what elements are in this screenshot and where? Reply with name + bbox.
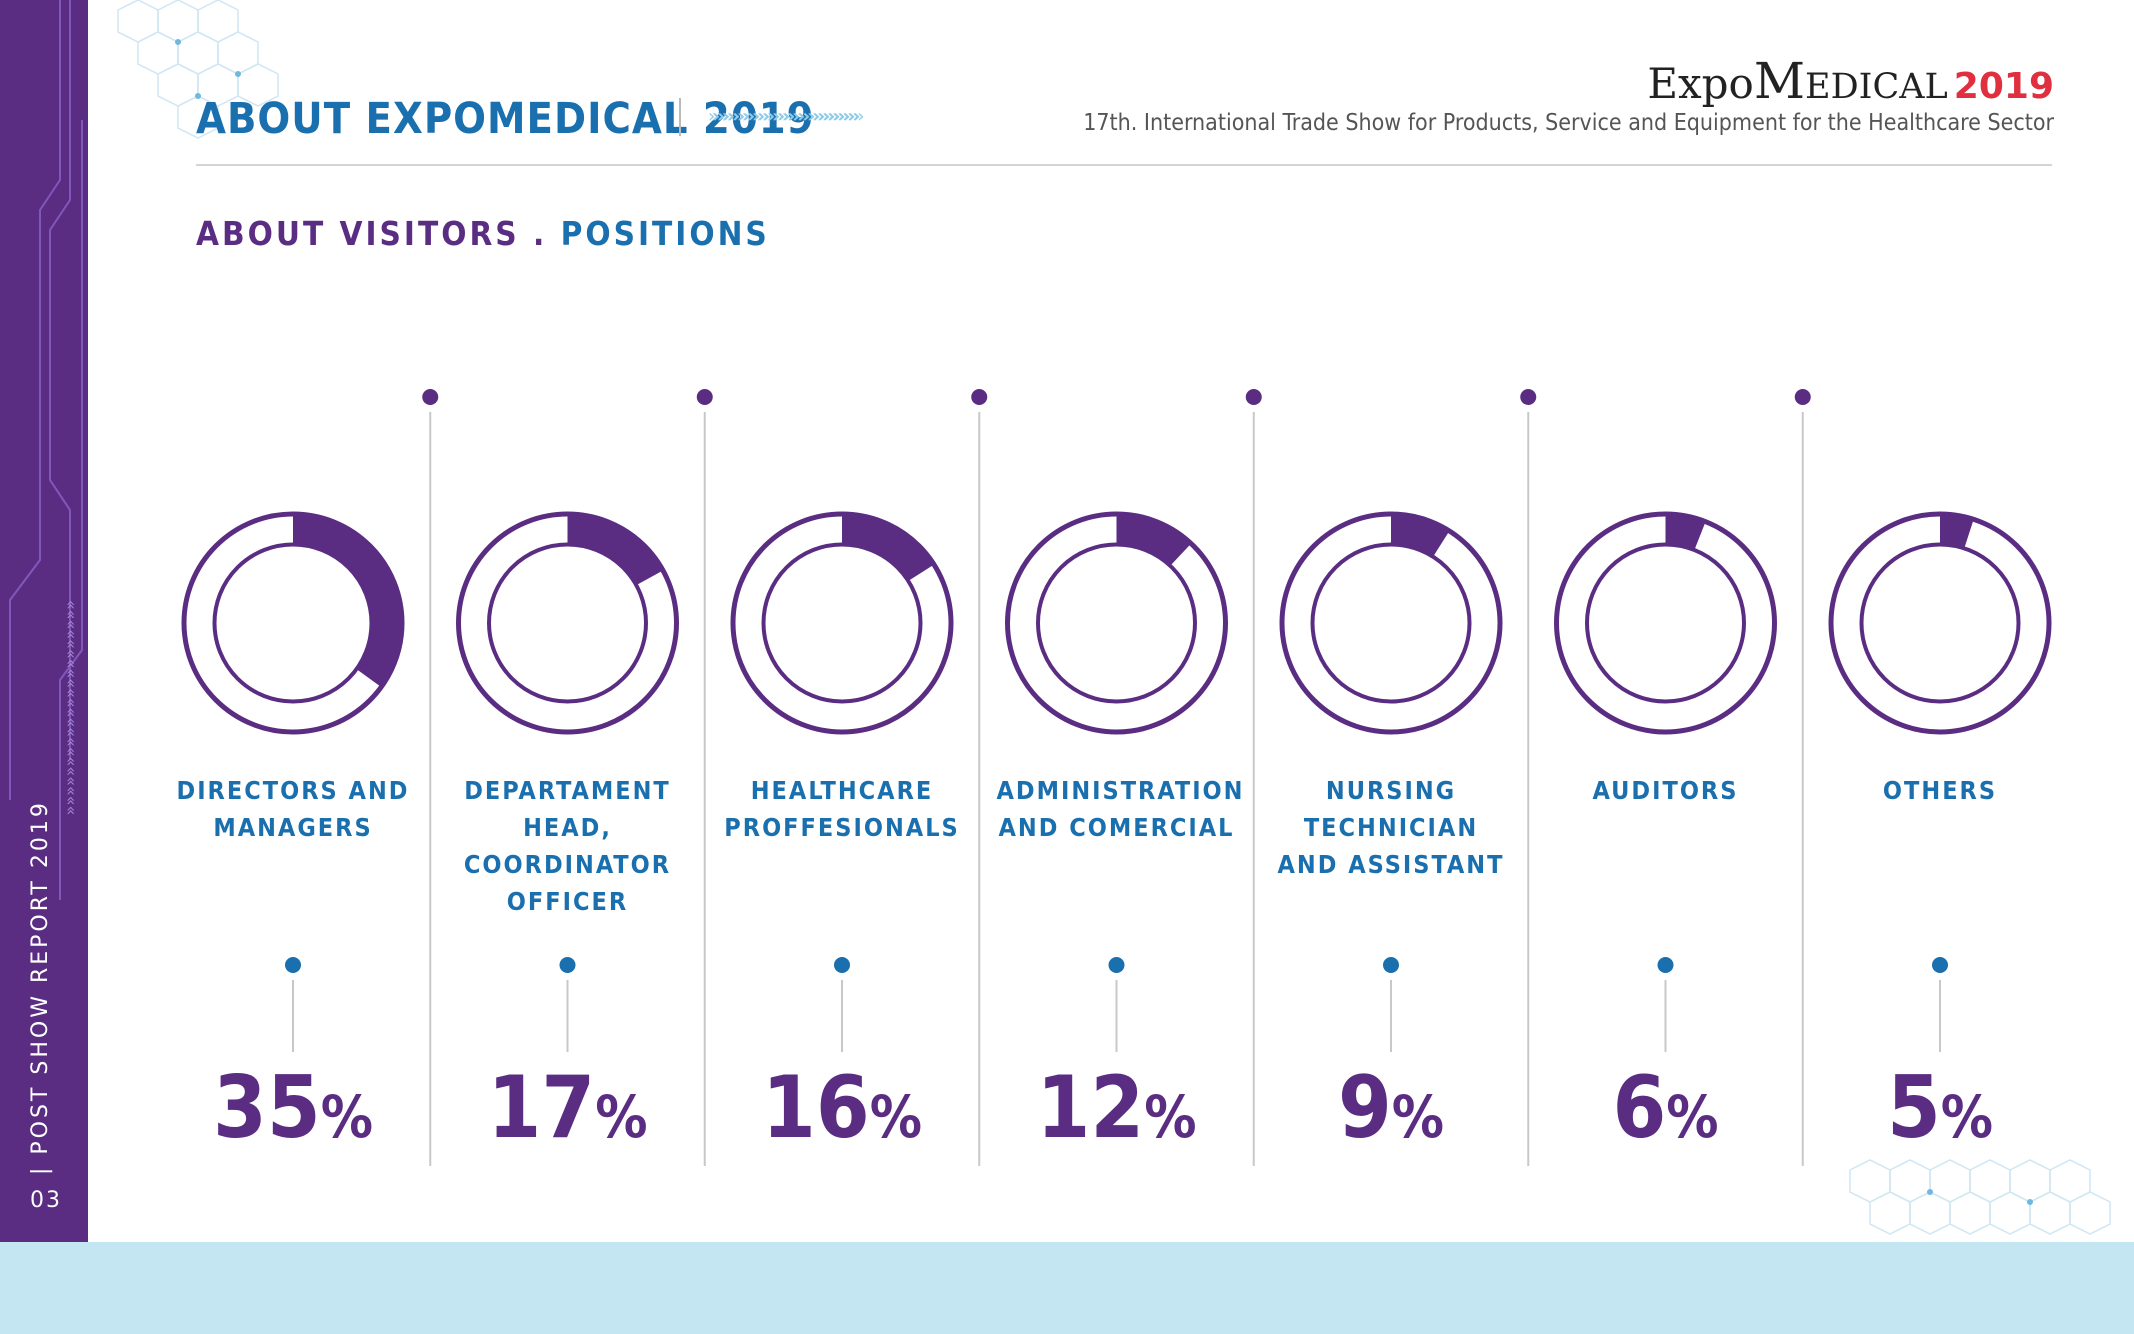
category-label: OTHERS: [1882, 776, 1998, 805]
donut-outer-ring: [1279, 511, 1503, 735]
category-label: AUDITORS: [1592, 776, 1739, 805]
category-label: DIRECTORS AND MANAGERS: [176, 776, 410, 842]
donut-inner-ring: [761, 542, 923, 704]
value-label: 12%: [1007, 1058, 1227, 1158]
value-label: 6%: [1556, 1058, 1776, 1158]
divider-dot: [1245, 389, 1262, 405]
donut-inner-ring: [1585, 542, 1746, 704]
percent-sign: %: [1144, 1083, 1197, 1151]
donut-inner-ring: [1859, 542, 2021, 704]
percent-sign: %: [1940, 1083, 1994, 1151]
positions-chart: [181, 389, 2052, 1166]
divider-dot: [971, 389, 988, 405]
chevron-strip-icon: ««««««««««««««««««««««: [62, 600, 81, 815]
connector-dot: [1108, 957, 1125, 973]
donut-outer-ring: [1828, 511, 2052, 735]
donut-outer-ring: [1554, 511, 1777, 735]
percent-sign: %: [595, 1083, 648, 1151]
value-number: 9: [1337, 1058, 1392, 1158]
connector-dot: [1383, 957, 1399, 973]
logo-expo: Expo: [1647, 59, 1754, 108]
page-number: 03: [30, 1188, 62, 1213]
value-number: 12: [1036, 1058, 1145, 1158]
percent-sign: %: [320, 1083, 373, 1151]
value-label: 9%: [1281, 1058, 1501, 1158]
category-label: ADMINISTRATION AND COMERCIAL: [996, 776, 1245, 842]
value-number: 35: [213, 1058, 321, 1158]
value-number: 16: [762, 1058, 870, 1158]
donut-segment: [1939, 512, 1975, 550]
svg-text:««««««««««««««««««««««: ««««««««««««««««««««««: [62, 600, 81, 815]
divider-dot: [696, 389, 713, 405]
percent-sign: %: [1391, 1083, 1445, 1151]
divider-dot: [422, 389, 439, 405]
chevron-arrows-icon: »»»»»»»»»»»»»»»»»»»»»»»»»»»»»»: [708, 106, 864, 127]
sidebar: «««««««««««««««««««««« | POST SHOW REPOR…: [0, 0, 88, 1242]
value-label: 5%: [1830, 1058, 2050, 1158]
value-number: 6: [1612, 1058, 1667, 1158]
header-rule: [196, 164, 2052, 166]
donut-segment: [292, 512, 404, 689]
donut-segment: [1115, 512, 1193, 568]
header-divider: [679, 98, 681, 136]
divider-dot: [1794, 389, 1811, 405]
divider-dot: [1520, 389, 1537, 405]
category-label: HEALTHCARE PROFFESIONALS: [724, 776, 960, 842]
category-label: NURSING TECHNICIAN AND ASSISTANT: [1277, 776, 1505, 879]
section-title: ABOUT VISITORS . POSITIONS: [196, 214, 770, 253]
hexagon-pattern-bottom: [1849, 1159, 2111, 1235]
connector-dot: [1657, 957, 1674, 973]
donut-segment: [566, 512, 665, 587]
circuit-decoration: ««««««««««««««««««««««: [9, 0, 83, 900]
donut-segment: [1390, 512, 1451, 559]
percent-sign: %: [1666, 1083, 1719, 1151]
hexagon-pattern-top: [117, 0, 279, 139]
donut-outer-ring: [1005, 511, 1228, 735]
category-label: DEPARTAMENT HEAD, COORDINATOR OFFICER: [463, 776, 672, 916]
value-label: 17%: [458, 1058, 678, 1158]
section-title-part2: POSITIONS: [560, 214, 770, 253]
donut-segment: [1664, 512, 1707, 552]
bottom-band: [0, 1242, 2134, 1334]
logo-medical: Medical: [1753, 52, 1948, 110]
expomedical-logo: ExpoMedical 2019: [1647, 52, 2054, 110]
value-number: 17: [487, 1058, 596, 1158]
page-title: ABOUT EXPOMEDICAL 2019: [196, 94, 815, 144]
connector-dot: [285, 957, 301, 973]
value-number: 5: [1886, 1058, 1941, 1158]
percent-sign: %: [869, 1083, 922, 1151]
donut-segment: [841, 512, 936, 583]
value-label: 16%: [732, 1058, 952, 1158]
connector-dot: [559, 957, 576, 973]
logo-year: 2019: [1953, 66, 2054, 107]
header-subtitle: 17th. International Trade Show for Produ…: [1083, 110, 2054, 136]
section-title-part1: ABOUT VISITORS .: [196, 214, 561, 253]
value-label: 35%: [183, 1058, 403, 1158]
donut-inner-ring: [1036, 542, 1197, 704]
connector-dot: [834, 957, 850, 973]
donut-inner-ring: [1310, 542, 1472, 704]
connector-dot: [1932, 957, 1948, 973]
donut-outer-ring: [456, 511, 679, 735]
